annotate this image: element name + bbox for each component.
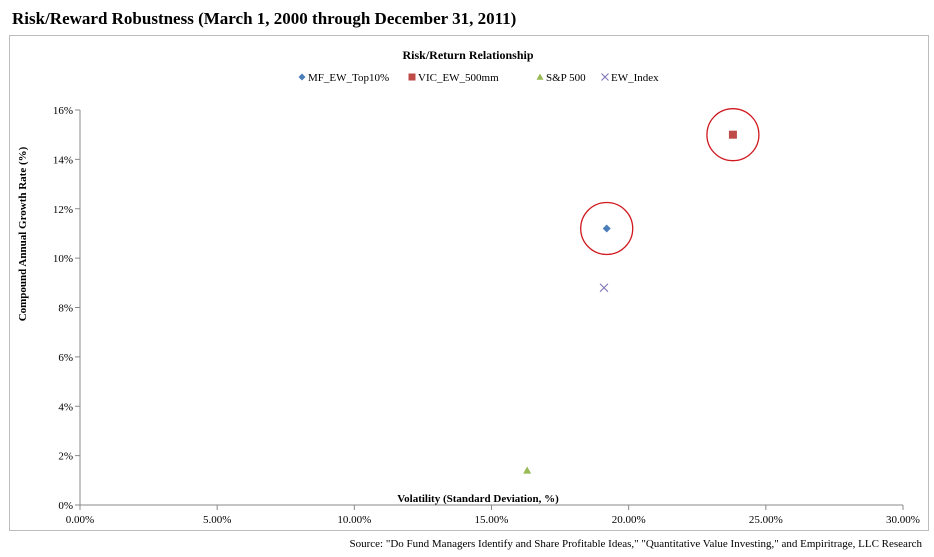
legend-marker-icon xyxy=(601,73,609,81)
x-tick-label: 0.00% xyxy=(66,514,94,526)
x-tick-label: 10.00% xyxy=(337,514,371,526)
x-tick-label: 15.00% xyxy=(475,514,509,526)
page-title: Risk/Reward Robustness (March 1, 2000 th… xyxy=(12,9,517,28)
y-tick-label: 2% xyxy=(58,451,73,463)
y-axis-label: Compound Annual Growth Rate (%) xyxy=(17,146,29,321)
x-stroke xyxy=(599,283,609,293)
chart-title: Risk/Return Relationship xyxy=(402,48,533,62)
x-tick-label: 25.00% xyxy=(749,514,783,526)
chart-frame xyxy=(9,35,929,531)
legend-label: EW_Index xyxy=(611,72,659,84)
x-tick-label: 20.00% xyxy=(612,514,646,526)
x-stroke xyxy=(601,73,609,81)
data-point-mf-ew-top10- xyxy=(602,224,611,233)
y-tick-label: 4% xyxy=(58,401,73,413)
data-point-vic-ew-500mm xyxy=(728,130,737,139)
legend-label: MF_EW_Top10% xyxy=(308,72,389,84)
legend: MF_EW_Top10% VIC_EW_500mm S&P 500 EW_Index xyxy=(298,72,659,84)
legend-marker-icon xyxy=(298,73,306,81)
y-tick-label: 0% xyxy=(58,500,73,512)
data-point-s-p-500 xyxy=(523,466,532,474)
y-tick-label: 6% xyxy=(58,352,73,364)
y-tick-label: 10% xyxy=(53,253,73,265)
data-point-ew-index xyxy=(599,283,609,293)
y-tick-label: 14% xyxy=(53,154,73,166)
legend-marker-icon xyxy=(408,73,416,81)
data-points xyxy=(523,108,760,474)
legend-label: VIC_EW_500mm xyxy=(418,72,499,84)
y-tick-label: 12% xyxy=(53,204,73,216)
legend-label: S&P 500 xyxy=(546,72,586,84)
axes: 0.00% 5.00% 10.00% 15.00% 20.00% 25.00% 30.00%… xyxy=(53,105,920,526)
x-axis-label: Volatility (Standard Deviation, %) xyxy=(397,493,559,505)
y-tick-label: 8% xyxy=(58,303,73,315)
source-note: Source: "Do Fund Managers Identify and S… xyxy=(349,538,923,550)
highlight-circle xyxy=(580,201,634,256)
highlight-circle xyxy=(706,108,760,162)
x-tick-label: 5.00% xyxy=(203,514,231,526)
legend-marker-icon xyxy=(536,73,544,80)
x-tick-label: 30.00% xyxy=(886,514,920,526)
y-tick-label: 16% xyxy=(53,105,73,117)
